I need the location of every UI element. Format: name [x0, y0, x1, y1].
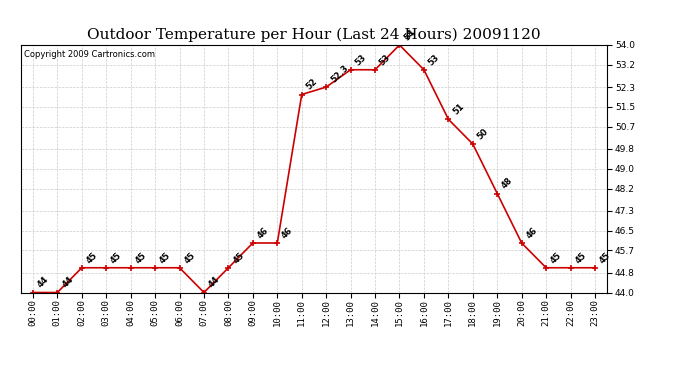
Text: 44: 44 [36, 275, 50, 290]
Text: 44: 44 [207, 275, 221, 290]
Text: 45: 45 [182, 250, 197, 265]
Text: 51: 51 [451, 102, 466, 117]
Text: 46: 46 [255, 225, 270, 240]
Text: 53: 53 [378, 53, 393, 67]
Text: 45: 45 [85, 250, 99, 265]
Text: 53: 53 [353, 53, 368, 67]
Text: 53: 53 [426, 53, 442, 67]
Text: 52: 52 [304, 77, 319, 92]
Text: 45: 45 [231, 250, 246, 265]
Text: 45: 45 [158, 250, 172, 265]
Text: Copyright 2009 Cartronics.com: Copyright 2009 Cartronics.com [23, 50, 155, 59]
Text: 48: 48 [500, 176, 515, 191]
Text: 45: 45 [133, 250, 148, 265]
Text: 50: 50 [475, 127, 490, 141]
Text: 46: 46 [280, 225, 295, 240]
Text: 46: 46 [524, 225, 539, 240]
Text: 52.3: 52.3 [329, 63, 350, 84]
Text: 45: 45 [109, 250, 124, 265]
Text: 45: 45 [573, 250, 588, 265]
Text: 45: 45 [598, 250, 613, 265]
Text: 45: 45 [549, 250, 564, 265]
Text: 54: 54 [402, 27, 417, 42]
Title: Outdoor Temperature per Hour (Last 24 Hours) 20091120: Outdoor Temperature per Hour (Last 24 Ho… [87, 28, 541, 42]
Text: 44: 44 [60, 275, 75, 290]
